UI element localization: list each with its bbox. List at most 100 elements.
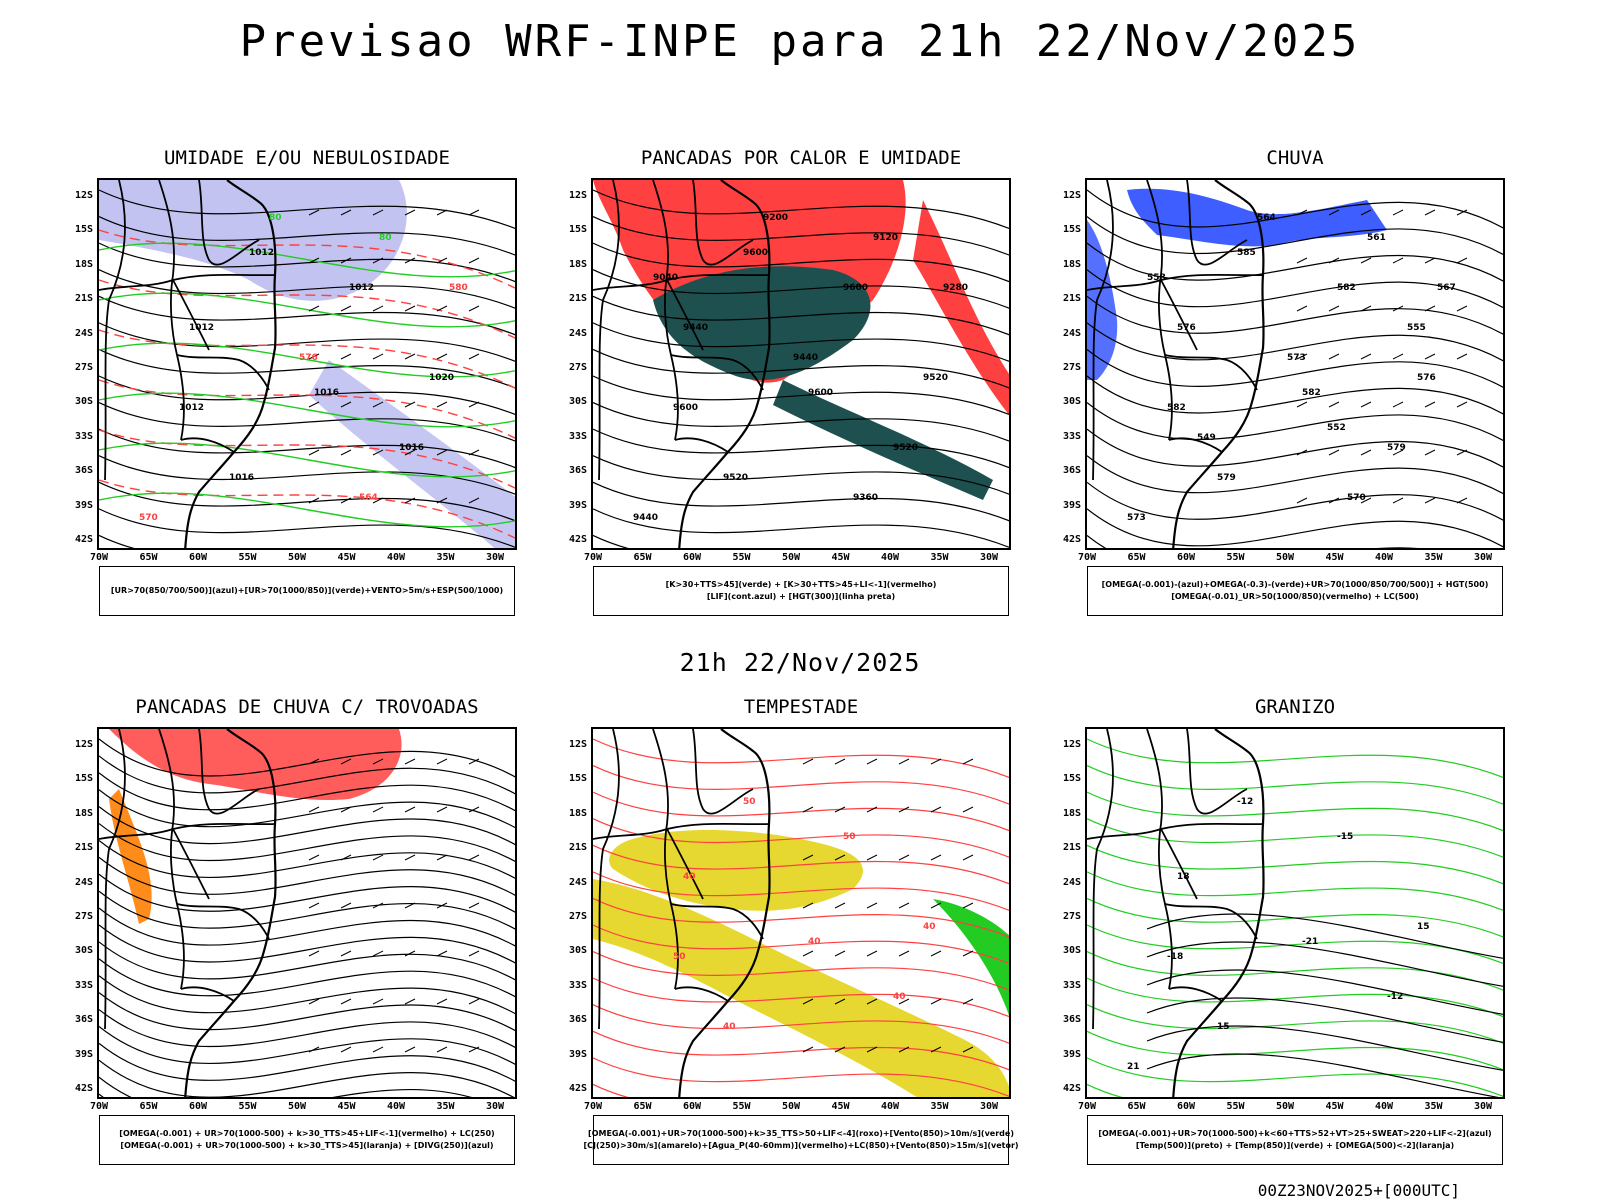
contour-label: 9280	[943, 283, 968, 293]
lat-tick-label: 33S	[1062, 430, 1081, 442]
wind-arrow	[930, 902, 942, 909]
lat-tick-label: 42S	[568, 1083, 587, 1094]
wind-arrow	[866, 1046, 878, 1053]
country-border	[1164, 903, 1258, 940]
lon-tick-label: 45W	[337, 552, 356, 563]
wind-arrow	[1456, 209, 1468, 216]
panel-trovoadas: PANCADAS DE CHUVA C/ TROVOADAS [OMEGA(-0…	[75, 696, 517, 1165]
lat-tick-label: 27S	[74, 362, 93, 373]
contour-line	[1087, 1004, 1503, 1044]
wind-arrow	[468, 758, 480, 765]
panel-umidade: UMIDADE E/OU NEBULOSIDADE 1012 1012 1012 10…	[75, 147, 517, 616]
wind-arrow	[962, 902, 974, 909]
wind-arrow	[1296, 449, 1308, 456]
wind-arrow	[1456, 305, 1468, 312]
country-border	[180, 437, 235, 453]
panel-title: UMIDADE E/OU NEBULOSIDADE	[164, 147, 450, 169]
contour-label: 567	[1437, 283, 1456, 293]
map-umidade[interactable]: 1012 1012 1012 1016 1016 1016 1020 1012 570 576 56…	[97, 178, 517, 550]
map-granizo[interactable]: -12 -15 -18 -21 -12 15 15 18 21	[1085, 727, 1505, 1099]
contour-line	[99, 481, 515, 522]
contour-label: 9520	[723, 473, 748, 483]
lon-tick-label: 55W	[238, 1101, 257, 1112]
wind-arrow	[1360, 353, 1372, 360]
map-pancadas-calor[interactable]: 9600 9600 9600 9600 9520 9520 9520 9440 9440 9440…	[591, 178, 1011, 550]
contour-label: 558	[1147, 273, 1166, 283]
wind-arrow	[1424, 209, 1436, 216]
wind-arrow	[1296, 353, 1308, 360]
wind-arrow	[340, 209, 352, 216]
lon-tick-label: 65W	[633, 1101, 652, 1112]
lon-tick-label: 30W	[1473, 1101, 1493, 1112]
wind-arrow	[436, 1046, 448, 1053]
map-tempestade[interactable]: 50 50 50 40 40 40 40 40	[591, 727, 1011, 1099]
wind-arrow	[404, 998, 416, 1005]
lon-tick-label: 30W	[979, 1101, 999, 1112]
contour-line	[1087, 508, 1503, 548]
temp500-line	[1146, 1053, 1500, 1097]
lat-tick-label: 12S	[1062, 190, 1081, 201]
wind-arrow	[834, 950, 846, 957]
wind-arrow	[1328, 353, 1340, 360]
wind-arrow	[866, 998, 878, 1005]
wind-arrow	[1328, 497, 1340, 504]
contour-line	[1087, 428, 1503, 468]
lat-tick-label: 24S	[74, 876, 93, 888]
contour-label: 552	[1327, 423, 1346, 433]
contour-line	[593, 322, 1009, 363]
wind-arrow	[1392, 209, 1404, 216]
wind-arrow	[468, 806, 480, 813]
map-svg: 9600 9600 9600 9600 9520 9520 9520 9440 9440 9440…	[593, 180, 1009, 548]
lat-tick-label: 15S	[74, 773, 93, 785]
humidity-line	[99, 242, 515, 278]
wind-arrow	[404, 950, 416, 957]
wind-arrow	[340, 998, 352, 1005]
wind-arrow	[1360, 497, 1372, 504]
lon-tick-label: 70W	[1077, 552, 1097, 563]
panel-legend: [OMEGA(-0.001)+UR>70(1000-500)+k<60+TTS>…	[1087, 1115, 1503, 1165]
contour-line	[99, 975, 515, 1015]
contour-label: 80	[269, 213, 282, 223]
wind-arrow	[340, 806, 352, 813]
lat-tick-label: 36S	[568, 1014, 587, 1026]
wind-arrow	[898, 758, 910, 765]
map-trovoadas[interactable]	[97, 727, 517, 1099]
wind-arrow	[1424, 449, 1436, 456]
wind-arrow	[308, 449, 320, 456]
lat-tick-label: 12S	[74, 739, 93, 750]
wind-arrow	[802, 998, 814, 1005]
lat-tick-label: 12S	[568, 739, 587, 750]
wind-arrow	[962, 854, 974, 861]
lon-tick-label: 70W	[89, 552, 109, 563]
contour-line	[99, 322, 515, 363]
wind-arrow	[308, 902, 320, 909]
contour-line	[1087, 977, 1503, 1018]
contour-line	[1087, 1030, 1503, 1071]
country-border	[1087, 822, 1264, 840]
contour-line	[99, 789, 515, 829]
wind-arrow	[1360, 449, 1372, 456]
lon-tick-label: 70W	[1077, 1101, 1097, 1112]
map-chuva[interactable]: 585 582 582 582 579 579 576 576 573 573 570 567 564 5…	[1085, 178, 1505, 550]
contour-line	[593, 844, 1009, 885]
lon-tick-label: 35W	[1424, 1101, 1443, 1112]
wind-arrow	[802, 902, 814, 909]
lat-tick-label: 39S	[74, 1048, 93, 1060]
panel-title: TEMPESTADE	[743, 696, 859, 718]
wind-arrow	[1296, 401, 1308, 408]
contour-label: 573	[1287, 353, 1306, 363]
contour-line	[99, 772, 515, 812]
panel-legend: [OMEGA(-0.001)+UR>70(1000-500)+k>35_TTS>…	[583, 1115, 1019, 1165]
contour-line	[1087, 534, 1418, 548]
contour-label: 9200	[763, 213, 788, 223]
wind-arrow	[898, 902, 910, 909]
map-layer: -12 -15 -18 -21 -12 15 15 18 21	[1087, 729, 1503, 1097]
wind-arrow	[436, 998, 448, 1005]
lat-tick-label: 24S	[568, 327, 587, 339]
wind-arrow	[468, 950, 480, 957]
lat-tick-label: 27S	[568, 911, 587, 922]
lon-tick-label: 35W	[1424, 552, 1443, 563]
wind-arrow	[372, 854, 384, 861]
thickness-line	[99, 279, 515, 339]
temp500-line	[1146, 1025, 1503, 1071]
